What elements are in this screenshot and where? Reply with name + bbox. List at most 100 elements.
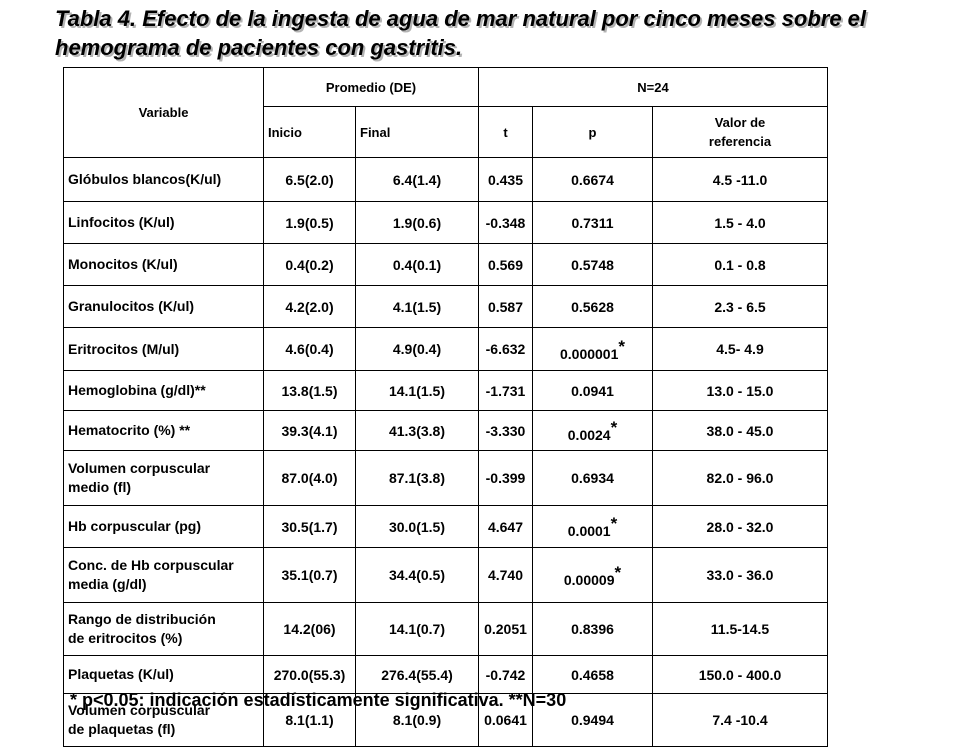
header-inicio: Inicio	[263, 106, 356, 158]
cell-reference: 13.0 - 15.0	[652, 370, 828, 411]
header-promedio: Promedio (DE)	[263, 67, 479, 107]
table-title: Tabla 4. Efecto de la ingesta de agua de…	[55, 6, 867, 60]
significance-star: *	[618, 336, 626, 356]
cell-t: 0.435	[478, 157, 533, 202]
cell-variable: Plaquetas (K/ul)	[63, 655, 264, 694]
cell-p: 0.0024*	[532, 410, 653, 451]
cell-variable: Hematocrito (%) **	[63, 410, 264, 451]
cell-p: 0.000001*	[532, 327, 653, 371]
cell-variable: Linfocitos (K/ul)	[63, 201, 264, 244]
cell-reference: 4.5- 4.9	[652, 327, 828, 371]
table-row: Monocitos (K/ul) 0.4(0.2) 0.4(0.1) 0.569 0.5…	[63, 243, 828, 286]
cell-variable: Granulocitos (K/ul)	[63, 285, 264, 328]
cell-variable: Volumen corpuscular medio (fl)	[63, 450, 264, 506]
p-value: 0.8396	[571, 621, 614, 637]
cell-final: 14.1(0.7)	[355, 602, 479, 656]
footnote: * p<0.05: indicación estadísticamente si…	[70, 690, 567, 710]
header-variable: Variable	[63, 67, 264, 158]
cell-inicio: 6.5(2.0)	[263, 157, 356, 202]
cell-t: 4.647	[478, 505, 533, 548]
table-row: Conc. de Hb corpuscular media (g/dl) 35.1(…	[63, 547, 828, 603]
p-value: 0.9494	[571, 712, 614, 728]
cell-variable: Conc. de Hb corpuscular media (g/dl)	[63, 547, 264, 603]
significance-star: *	[610, 418, 618, 437]
cell-inicio: 14.2(06)	[263, 602, 356, 656]
header-n: N=24	[478, 67, 828, 107]
variable-label-line: medio (fl)	[68, 479, 131, 495]
cell-p: 0.5628	[532, 285, 653, 328]
cell-final: 14.1(1.5)	[355, 370, 479, 411]
cell-p: 0.6934	[532, 450, 653, 506]
cell-inicio: 30.5(1.7)	[263, 505, 356, 548]
cell-variable: Hemoglobina (g/dl)**	[63, 370, 264, 411]
cell-p: 0.0941	[532, 370, 653, 411]
variable-label-line: Granulocitos (K/ul)	[68, 298, 194, 314]
cell-final: 30.0(1.5)	[355, 505, 479, 548]
variable-label-line: Eritrocitos (M/ul)	[68, 340, 180, 357]
cell-reference: 0.1 - 0.8	[652, 243, 828, 286]
cell-p: 0.8396	[532, 602, 653, 656]
header-row-2: Inicio Final t p Valor de referencia	[64, 106, 828, 158]
header-final: Final	[355, 106, 479, 158]
table-row: Hematocrito (%) ** 39.3(4.1) 41.3(3.8) -3.3…	[63, 410, 828, 451]
cell-p: 0.4658	[532, 655, 653, 694]
variable-label-line: Volumen corpuscular	[68, 702, 211, 718]
cell-variable: Monocitos (K/ul)	[63, 243, 264, 286]
significance-star: *	[610, 514, 618, 533]
table-row: Eritrocitos (M/ul) 4.6(0.4) 4.9(0.4) -6.632…	[63, 327, 828, 371]
cell-t: -0.348	[478, 201, 533, 244]
cell-variable: Rango de distribución de eritrocitos (%)	[63, 602, 264, 656]
p-value: 0.0941	[571, 382, 614, 399]
cell-t: -0.742	[478, 655, 533, 694]
cell-variable: Eritrocitos (M/ul)	[63, 327, 264, 371]
cell-final: 4.9(0.4)	[355, 327, 479, 371]
table-row: Hb corpuscular (pg) 30.5(1.7) 30.0(1.5) 4.6…	[63, 505, 828, 548]
cell-inicio: 4.2(2.0)	[263, 285, 356, 328]
cell-reference: 150.0 - 400.0	[652, 655, 828, 694]
cell-reference: 33.0 - 36.0	[652, 547, 828, 603]
variable-label-line: Volumen corpuscular	[68, 460, 211, 476]
cell-final: 6.4(1.4)	[355, 157, 479, 202]
variable-label-line: Rango de distribución	[68, 611, 216, 627]
cell-final: 4.1(1.5)	[355, 285, 479, 328]
p-value: 0.000001	[559, 345, 619, 362]
p-value: 0.00009	[563, 571, 615, 588]
cell-final: 34.4(0.5)	[355, 547, 479, 603]
header-reference-line1: Valor de	[714, 115, 766, 130]
cell-inicio: 39.3(4.1)	[263, 410, 356, 451]
p-value: 0.6674	[571, 171, 614, 188]
p-value: 0.5628	[571, 298, 614, 315]
table-row: Plaquetas (K/ul) 270.0(55.3) 276.4(55.4) -0…	[63, 655, 828, 694]
cell-reference: 28.0 - 32.0	[652, 505, 828, 548]
variable-label-line: Hemoglobina (g/dl)**	[68, 382, 206, 398]
header-t: t	[478, 106, 533, 158]
table-row: Granulocitos (K/ul) 4.2(2.0) 4.1(1.5) 0.587…	[63, 285, 828, 328]
cell-inicio: 35.1(0.7)	[263, 547, 356, 603]
variable-label-line: Glóbulos blancos(K/ul)	[68, 171, 222, 187]
table-row: Glóbulos blancos(K/ul) 6.5(2.0) 6.4(1.4) 0.…	[63, 157, 828, 202]
cell-p: 0.0001*	[532, 505, 653, 548]
table-row: Volumen corpuscular medio (fl) 87.0(4.0) 87…	[63, 450, 828, 506]
cell-reference: 7.4 -10.4	[652, 693, 828, 747]
cell-t: 0.569	[478, 243, 533, 286]
p-value: 0.7311	[571, 214, 614, 231]
variable-label-line: Hb corpuscular (pg)	[68, 518, 202, 534]
cell-inicio: 0.4(0.2)	[263, 243, 356, 286]
header-reference-line2: referencia	[708, 134, 772, 149]
variable-label-line: Conc. de Hb corpuscular	[68, 557, 234, 573]
header-p: p	[532, 106, 653, 158]
hemogram-table: Variable Promedio (DE) N=24 Inicio Final…	[63, 67, 828, 747]
variable-label-line: media (g/dl)	[68, 576, 147, 592]
cell-final: 0.4(0.1)	[355, 243, 479, 286]
cell-inicio: 1.9(0.5)	[263, 201, 356, 244]
cell-reference: 82.0 - 96.0	[652, 450, 828, 506]
cell-variable: Glóbulos blancos(K/ul)	[63, 157, 264, 202]
table-row: Hemoglobina (g/dl)** 13.8(1.5) 14.1(1.5) -1…	[63, 370, 828, 411]
cell-t: 0.2051	[478, 602, 533, 656]
p-value: 0.0024	[567, 427, 611, 443]
cell-reference: 11.5-14.5	[652, 602, 828, 656]
cell-t: 4.740	[478, 547, 533, 603]
cell-inicio: 270.0(55.3)	[263, 655, 356, 694]
cell-reference: 4.5 -11.0	[652, 157, 828, 202]
cell-t: -0.399	[478, 450, 533, 506]
